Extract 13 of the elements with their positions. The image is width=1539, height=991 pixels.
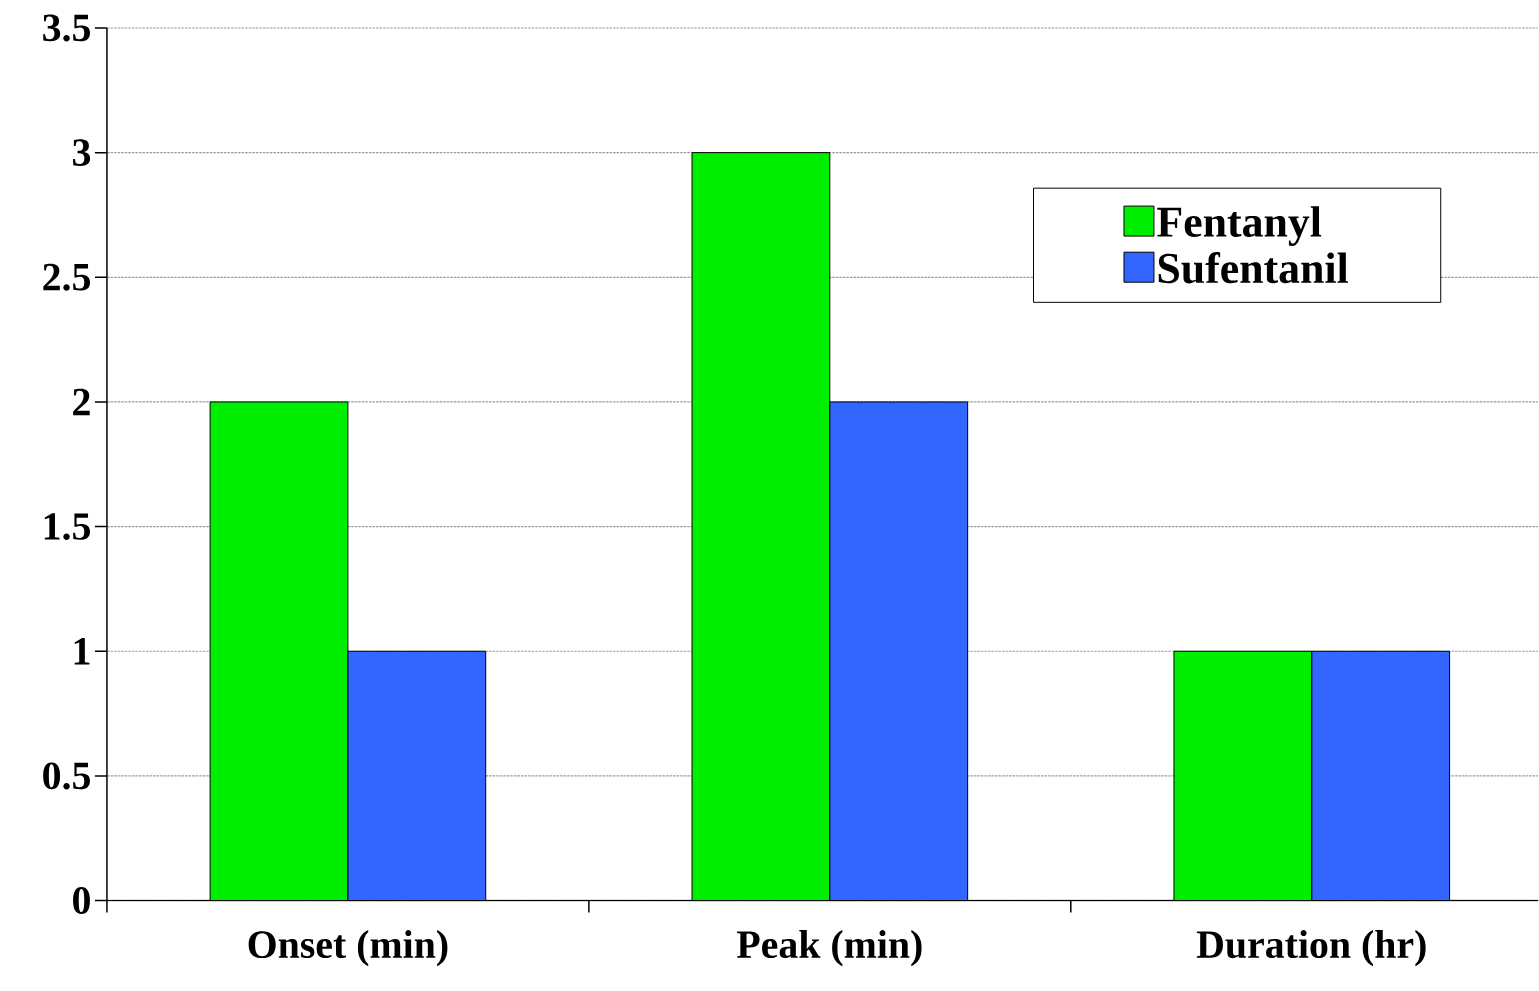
legend-label: Sufentanil — [1158, 252, 1349, 284]
y-tick-label: 2.5 — [43, 264, 90, 291]
y-tick-label: 3 — [73, 139, 91, 167]
y-tick-label: 3.5 — [43, 14, 90, 42]
x-tick-label: Onset (min) — [248, 930, 448, 967]
legend-label: Fentanyl — [1157, 206, 1322, 247]
y-tick-label: 1 — [74, 638, 90, 665]
y-tick-label: 0 — [73, 887, 90, 915]
y-tick-label: 1.5 — [44, 513, 90, 541]
x-tick-label: Peak (min) — [737, 930, 922, 967]
y-tick-label: 0.5 — [43, 762, 90, 790]
x-tick-label: Duration (hr) — [1196, 930, 1426, 967]
y-tick-label: 2 — [73, 389, 90, 416]
